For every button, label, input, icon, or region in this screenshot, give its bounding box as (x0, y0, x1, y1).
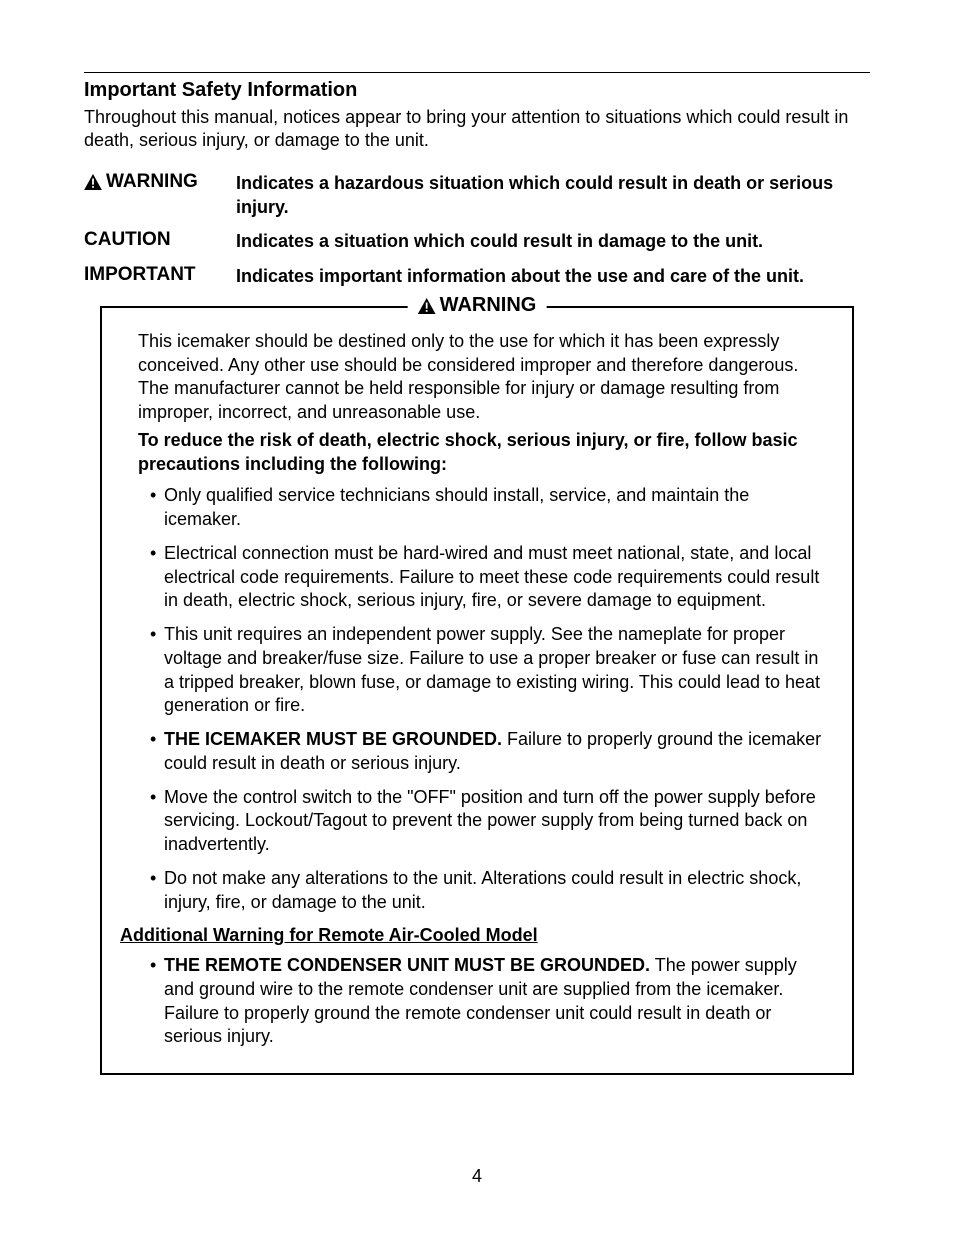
bullet-text: Do not make any alterations to the unit.… (164, 868, 801, 912)
warning-bullet: Only qualified service technicians shoul… (150, 484, 824, 532)
warning-box-intro: This icemaker should be destined only to… (138, 330, 824, 425)
def-term-label: CAUTION (84, 229, 171, 251)
section-title: Important Safety Information (84, 79, 870, 102)
def-term-caution: CAUTION (84, 229, 236, 251)
def-term-warning: WARNING (84, 171, 236, 193)
warning-bullet: Move the control switch to the "OFF" pos… (150, 786, 824, 857)
def-row-important: IMPORTANT Indicates important informatio… (84, 264, 870, 288)
bullet-strong: THE ICEMAKER MUST BE GROUNDED. (164, 729, 502, 749)
warning-box-body: This icemaker should be destined only to… (138, 330, 824, 1049)
warning-box-legend-text: WARNING (440, 294, 537, 317)
def-row-caution: CAUTION Indicates a situation which coul… (84, 229, 870, 253)
def-term-label: WARNING (106, 171, 198, 193)
def-row-warning: WARNING Indicates a hazardous situation … (84, 171, 870, 220)
bullet-text: Move the control switch to the "OFF" pos… (164, 787, 816, 855)
warning-box: WARNING This icemaker should be destined… (100, 306, 854, 1075)
warning-sub-bullet: THE REMOTE CONDENSER UNIT MUST BE GROUND… (150, 954, 824, 1049)
warning-box-emphasis: To reduce the risk of death, electric sh… (138, 429, 824, 477)
warning-box-legend: WARNING (408, 294, 547, 317)
def-desc-warning: Indicates a hazardous situation which co… (236, 171, 870, 220)
warning-bullet: Electrical connection must be hard-wired… (150, 542, 824, 613)
bullet-strong: THE REMOTE CONDENSER UNIT MUST BE GROUND… (164, 955, 650, 975)
warning-bullet-list: Only qualified service technicians shoul… (138, 484, 824, 914)
def-term-important: IMPORTANT (84, 264, 236, 286)
alert-triangle-icon (418, 297, 436, 313)
intro-paragraph: Throughout this manual, notices appear t… (84, 106, 870, 153)
page-number: 4 (0, 1166, 954, 1187)
warning-sub-bullet-list: THE REMOTE CONDENSER UNIT MUST BE GROUND… (138, 954, 824, 1049)
def-term-label: IMPORTANT (84, 264, 196, 286)
warning-bullet: Do not make any alterations to the unit.… (150, 867, 824, 915)
def-desc-caution: Indicates a situation which could result… (236, 229, 870, 253)
def-desc-important: Indicates important information about th… (236, 264, 870, 288)
warning-bullet: This unit requires an independent power … (150, 623, 824, 718)
warning-subheading: Additional Warning for Remote Air-Cooled… (120, 924, 824, 948)
warning-bullet: THE ICEMAKER MUST BE GROUNDED. Failure t… (150, 728, 824, 776)
bullet-text: This unit requires an independent power … (164, 624, 820, 715)
page: Important Safety Information Throughout … (0, 0, 954, 1235)
bullet-text: Only qualified service technicians shoul… (164, 485, 749, 529)
alert-triangle-icon (84, 174, 102, 190)
bullet-text: Electrical connection must be hard-wired… (164, 543, 819, 611)
top-rule (84, 72, 870, 73)
